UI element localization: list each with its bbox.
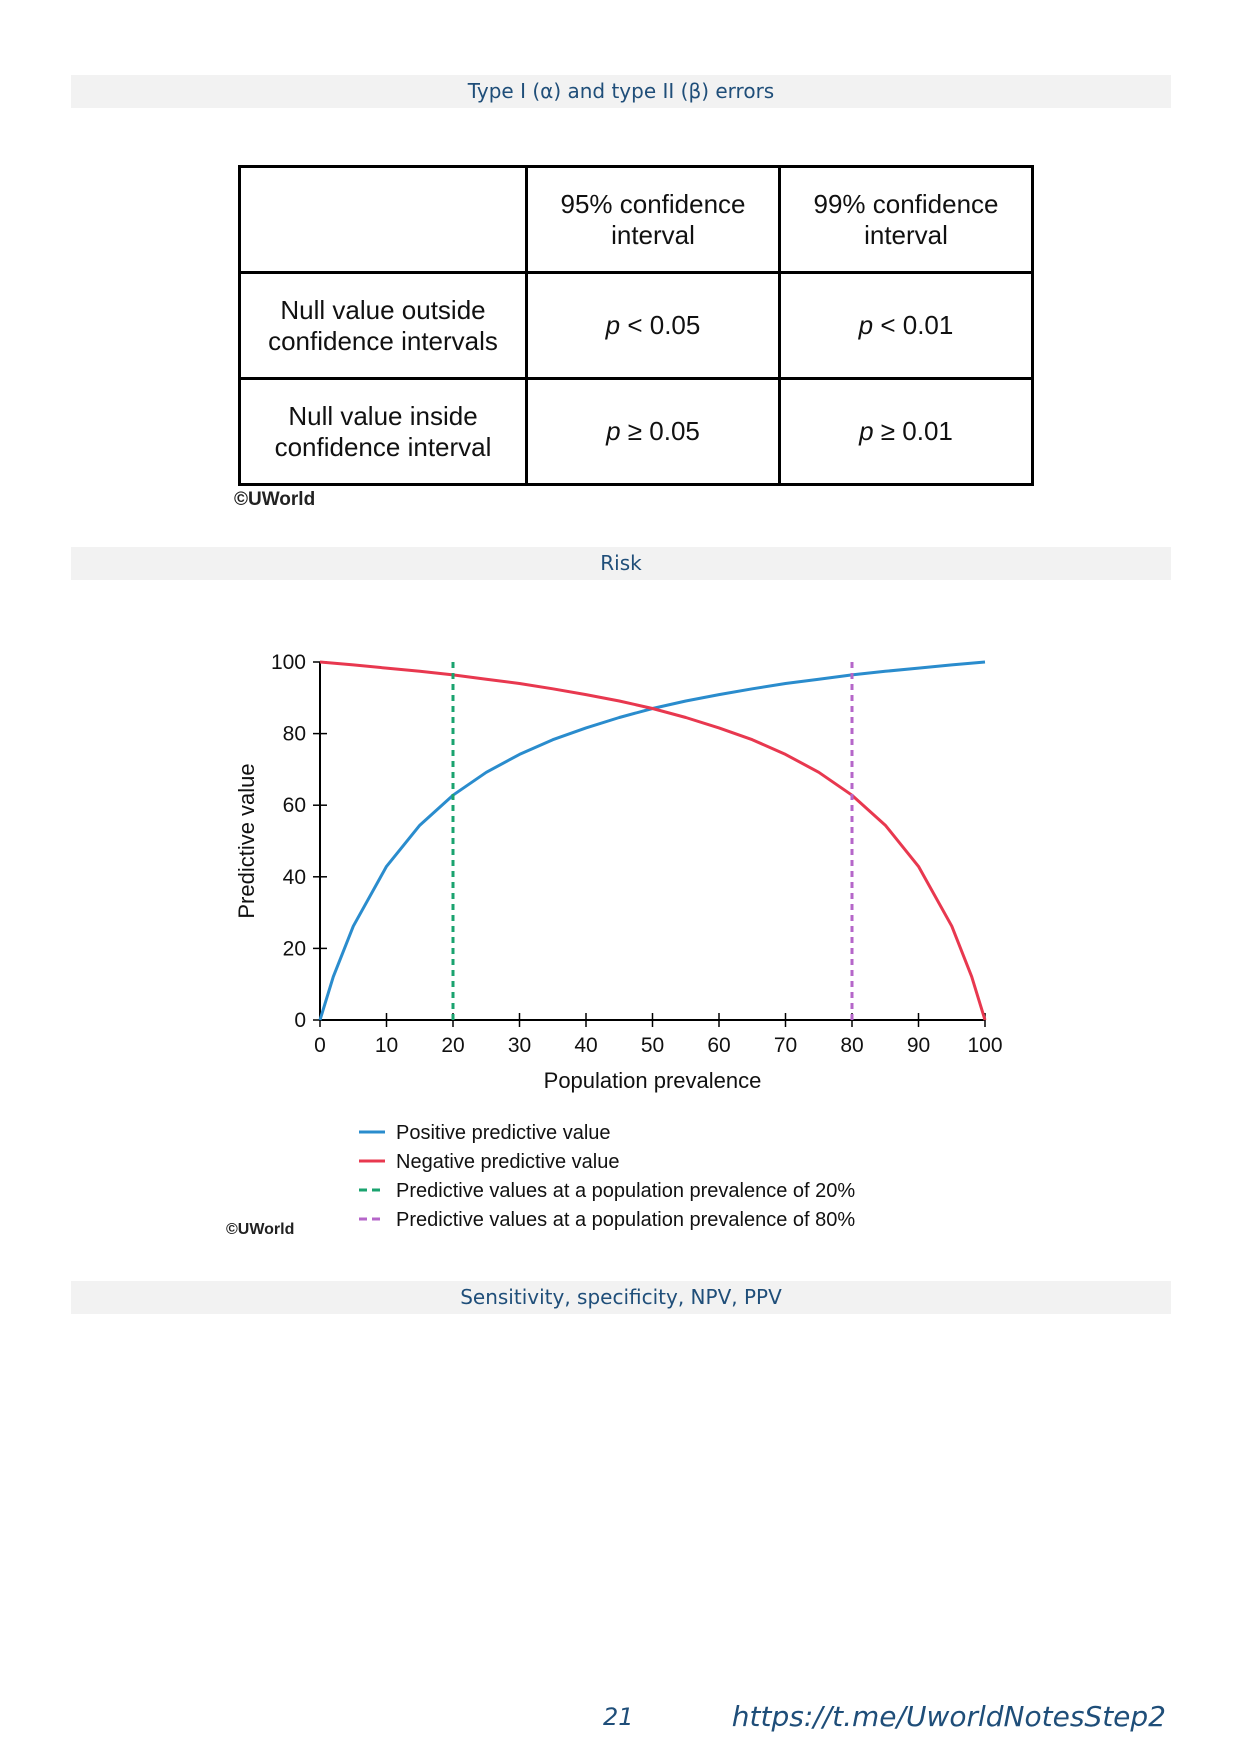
table-row-header-inside: Null value inside confidence interval (238, 377, 528, 486)
p-symbol: p (605, 310, 621, 340)
table-header-95: 95% confidence interval (525, 165, 781, 274)
copyright-label: ©UWorld (234, 489, 316, 510)
x-tick-label: 60 (707, 1034, 730, 1057)
p-symbol: p (859, 416, 874, 446)
ppv-series-line (318, 660, 986, 1021)
legend-prev-20-label: Predictive values at a population preval… (396, 1180, 855, 1202)
y-tick-label: 100 (271, 651, 306, 674)
legend-ppv-label: Positive predictive value (396, 1122, 611, 1144)
x-tick-label: 40 (574, 1034, 597, 1057)
table-cell: p < 0.01 (778, 271, 1034, 380)
y-tick-label: 40 (283, 866, 306, 889)
x-tick-label: 90 (907, 1034, 930, 1057)
table-corner-cell (238, 165, 528, 274)
page-number: 21 (603, 1703, 634, 1731)
y-tick-label: 60 (283, 794, 306, 817)
legend-prev-80-label: Predictive values at a population preval… (396, 1209, 855, 1231)
x-tick-label: 80 (840, 1034, 863, 1057)
npv-series-line (319, 660, 987, 1021)
x-tick-label: 100 (967, 1034, 1002, 1057)
table-row: 95% confidence interval 99% confidence i… (238, 165, 1034, 274)
x-tick-label: 0 (314, 1034, 326, 1057)
x-tick-label: 30 (508, 1034, 531, 1057)
table-row-header-outside: Null value outside confidence intervals (238, 271, 528, 380)
x-tick-label: 50 (641, 1034, 664, 1057)
x-tick-label: 20 (441, 1034, 464, 1057)
p-value: ≥ 0.05 (620, 416, 700, 446)
section-header-errors: Type I (α) and type II (β) errors (71, 75, 1171, 108)
y-tick-label: 0 (294, 1009, 306, 1032)
p-symbol: p (858, 310, 874, 340)
table-cell: p ≥ 0.01 (778, 377, 1034, 486)
p-value: < 0.05 (620, 310, 701, 340)
section-header-risk: Risk (71, 547, 1171, 580)
footer-link[interactable]: https://t.me/UworldNotesStep2 (731, 1700, 1166, 1733)
x-axis-label: Population prevalence (544, 1068, 762, 1093)
confidence-interval-table: 95% confidence interval 99% confidence i… (238, 165, 1034, 486)
x-tick-label: 10 (375, 1034, 398, 1057)
p-value: < 0.01 (873, 310, 954, 340)
table-row: Null value inside confidence interval p … (238, 377, 1034, 486)
table-cell: p < 0.05 (525, 271, 781, 380)
y-axis-label: Predictive value (234, 763, 259, 918)
p-value: ≥ 0.01 (873, 416, 953, 446)
legend-npv-label: Negative predictive value (396, 1151, 619, 1173)
table-cell: p ≥ 0.05 (525, 377, 781, 486)
x-tick-label: 70 (774, 1034, 797, 1057)
predictive-value-chart: 0 20 40 60 80 100 0 10 20 30 40 50 60 70 80 90 100 Popula… (234, 651, 1003, 1231)
y-tick-label: 80 (283, 723, 306, 746)
table-header-99: 99% confidence interval (778, 165, 1034, 274)
chart-copyright-label: ©UWorld (226, 1221, 295, 1238)
y-tick-label: 20 (283, 937, 306, 960)
section-header-sens-spec: Sensitivity, specificity, NPV, PPV (71, 1281, 1171, 1314)
p-symbol: p (606, 416, 621, 446)
table-row: Null value outside confidence intervals … (238, 271, 1034, 380)
